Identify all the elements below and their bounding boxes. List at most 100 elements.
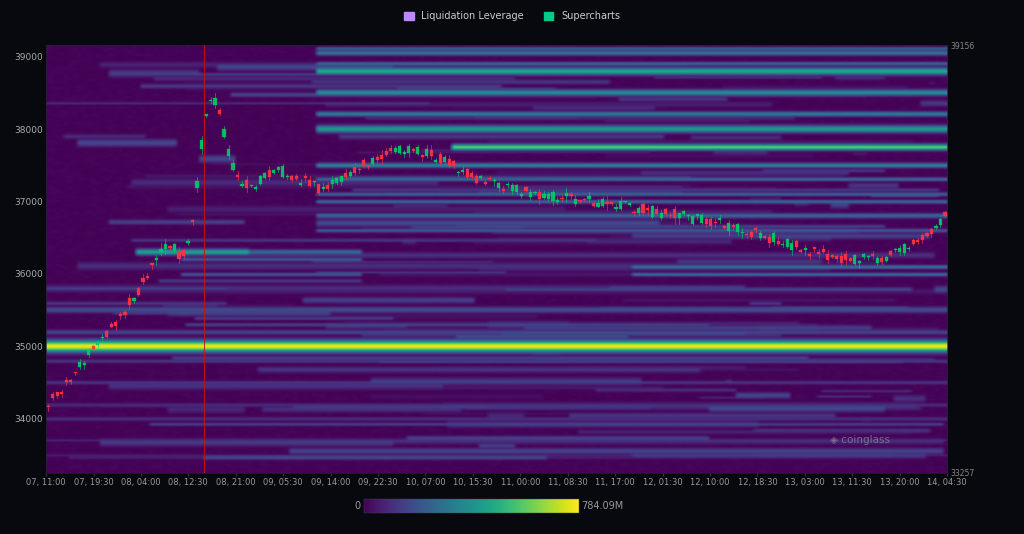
Bar [402,152,406,154]
Bar [836,256,839,260]
Bar [871,254,874,256]
Bar [911,240,915,245]
Bar [164,244,167,249]
Bar [646,208,649,210]
Bar [155,258,158,260]
Bar [894,249,897,250]
Bar [317,184,321,193]
Bar [353,167,356,173]
Bar [506,184,510,185]
Bar [534,192,537,193]
Text: 784.09M: 784.09M [582,501,624,511]
Bar [898,248,901,252]
Bar [853,255,856,264]
Bar [434,160,437,162]
Bar [817,252,820,255]
Bar [371,158,375,163]
Bar [569,194,572,195]
Bar [308,180,311,186]
Bar [659,213,663,218]
Bar [263,172,266,178]
Bar [804,248,807,250]
Bar [160,249,163,252]
Bar [408,146,411,153]
Bar [916,240,920,242]
Bar [87,350,90,356]
Bar [457,172,460,174]
Bar [727,223,730,231]
Bar [119,314,122,316]
Bar [907,248,910,249]
Bar [498,183,501,189]
Bar [624,201,627,202]
Bar [115,321,118,326]
Bar [276,167,280,170]
Bar [579,200,582,201]
Bar [511,185,514,191]
Bar [614,207,617,209]
Bar [322,187,325,189]
Bar [105,331,109,336]
Bar [556,200,559,201]
Bar [573,199,578,205]
Bar [759,233,762,238]
Bar [190,220,195,223]
Bar [123,312,127,316]
Bar [416,147,420,154]
Bar [637,208,640,213]
Bar [132,299,135,301]
Bar [520,194,523,196]
Bar [461,170,465,171]
Bar [483,182,487,184]
Bar [866,256,870,257]
Bar [312,180,315,182]
Bar [592,203,595,206]
Bar [250,185,253,186]
Bar [826,254,829,260]
Bar [921,235,924,240]
Bar [241,184,244,186]
Bar [340,176,343,182]
Bar [299,184,302,185]
Bar [348,172,352,176]
Bar [78,362,82,367]
Bar [538,192,541,199]
Bar [754,228,758,230]
Bar [60,392,63,394]
Bar [96,342,99,345]
Bar [281,166,285,177]
Bar [565,193,568,196]
Bar [55,392,59,396]
Bar [196,181,199,188]
Bar [700,215,703,223]
Bar [551,192,555,201]
Bar [943,212,946,216]
Bar [74,372,77,373]
Bar [488,177,492,179]
Bar [714,222,717,223]
Bar [678,214,681,218]
Bar [718,218,721,219]
Bar [70,380,73,382]
Bar [151,263,154,265]
Bar [618,201,623,208]
Bar [92,346,95,349]
Bar [254,187,257,189]
Bar [691,216,694,224]
Text: ◈ coinglass: ◈ coinglass [830,435,890,445]
Legend: Liquidation Leverage, Supercharts: Liquidation Leverage, Supercharts [400,7,624,25]
Bar [723,226,726,228]
Bar [425,148,428,156]
Bar [362,160,366,166]
Bar [326,185,330,189]
Bar [889,251,893,255]
Bar [664,209,668,214]
Bar [47,406,50,407]
Bar [881,257,884,262]
Bar [750,232,753,237]
Bar [295,176,298,179]
Bar [443,156,446,162]
Bar [286,176,289,177]
Bar [903,244,906,253]
Bar [245,180,248,189]
